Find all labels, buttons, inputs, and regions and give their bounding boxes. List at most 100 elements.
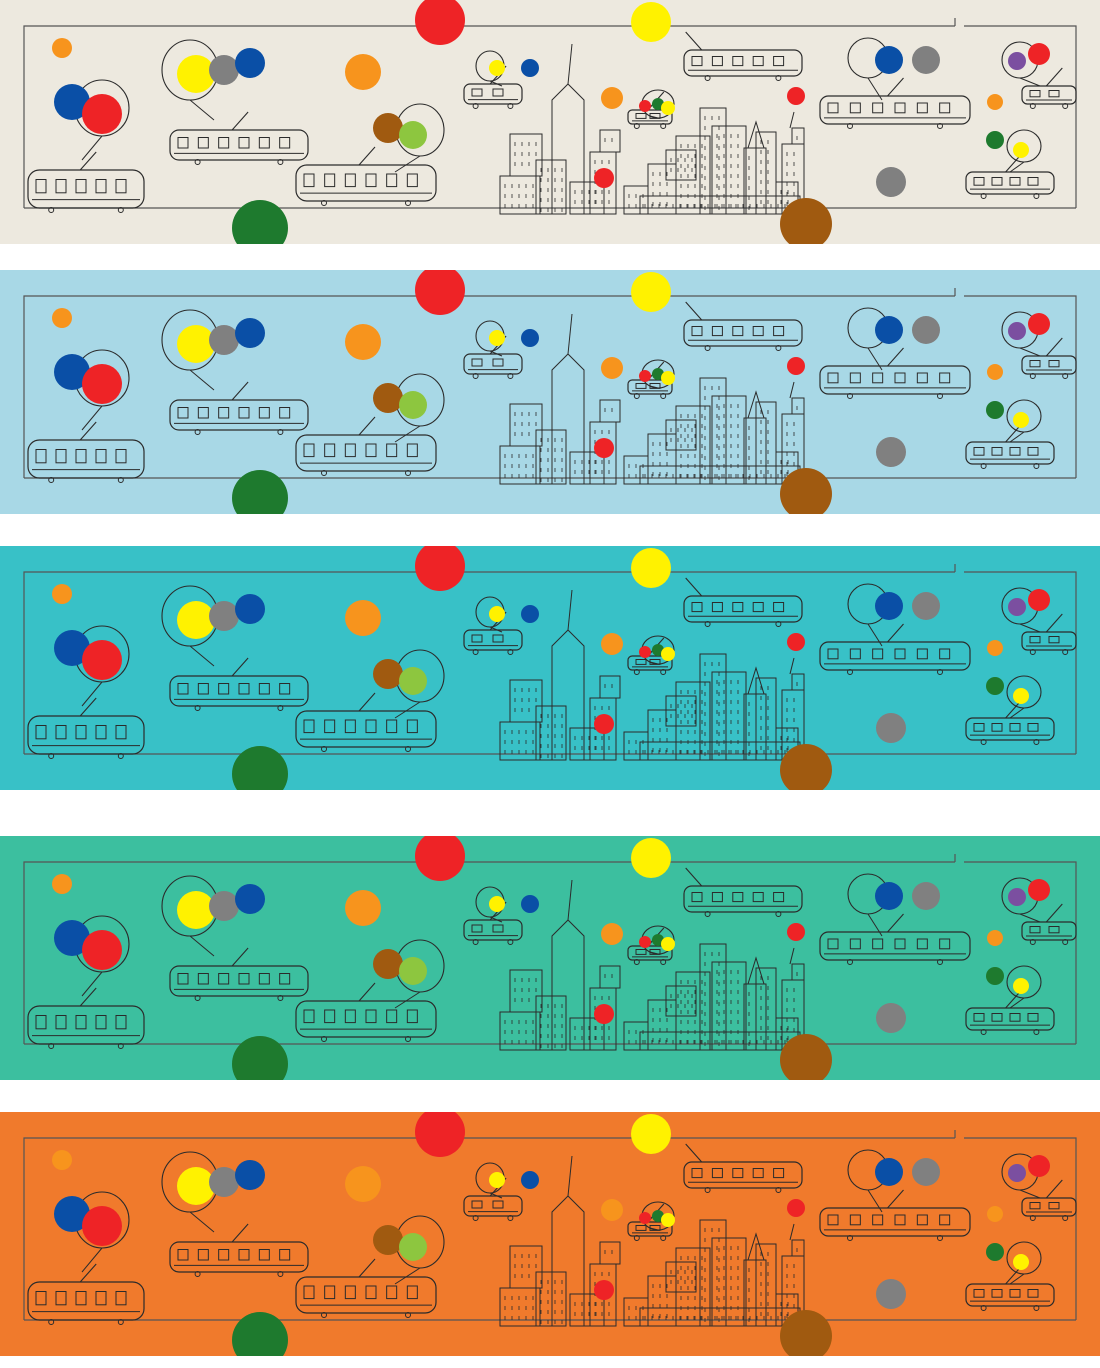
yellow-dot — [631, 838, 671, 878]
illustration — [0, 0, 1100, 244]
trolley-car — [169, 381, 309, 435]
lime-dot — [399, 957, 427, 985]
trolley-car — [27, 151, 145, 213]
red-dot — [787, 923, 805, 941]
orange-dot — [601, 923, 623, 945]
trolley-car — [819, 913, 971, 965]
trolley-car — [295, 1258, 437, 1318]
yellow-dot — [489, 606, 505, 622]
red-dot — [639, 646, 651, 658]
red-dot — [82, 640, 122, 680]
red-dot — [1028, 313, 1050, 335]
panel-sky — [0, 270, 1100, 514]
orange-dot — [601, 1199, 623, 1221]
purple-dot — [1008, 1164, 1026, 1182]
red-dot — [415, 836, 465, 881]
trolley-car — [965, 1265, 1055, 1311]
trolley-car — [1021, 613, 1077, 655]
trolley-car — [683, 577, 803, 627]
red-dot — [594, 438, 614, 458]
lime-dot — [399, 667, 427, 695]
blue-dot — [521, 1171, 539, 1189]
brown-dot — [780, 468, 832, 514]
yellow-dot — [1013, 688, 1029, 704]
red-dot — [1028, 1155, 1050, 1177]
yellow-dot — [631, 2, 671, 42]
green-dot — [652, 98, 664, 110]
brown-dot — [780, 1034, 832, 1080]
brown-dot — [780, 198, 832, 244]
orange-dot — [345, 890, 381, 926]
blue-dot — [875, 46, 903, 74]
gray-dot — [209, 601, 239, 631]
brown-dot — [373, 383, 403, 413]
red-dot — [594, 714, 614, 734]
yellow-dot — [489, 60, 505, 76]
balloon — [1006, 129, 1042, 173]
panel-teal — [0, 546, 1100, 790]
gray-dot — [209, 325, 239, 355]
green-dot — [986, 1243, 1004, 1261]
red-dot — [415, 0, 465, 45]
red-dot — [82, 930, 122, 970]
trolley-car — [819, 623, 971, 675]
green-dot — [652, 368, 664, 380]
green-dot — [986, 131, 1004, 149]
gray-dot — [209, 891, 239, 921]
red-dot — [639, 1212, 651, 1224]
orange-dot — [52, 584, 72, 604]
red-dot — [415, 1112, 465, 1157]
yellow-dot — [177, 55, 215, 93]
gray-dot — [912, 316, 940, 344]
trolley-car — [295, 982, 437, 1042]
yellow-dot — [1013, 978, 1029, 994]
brown-dot — [780, 1310, 832, 1356]
gray-dot — [912, 46, 940, 74]
trolley-car — [1021, 337, 1077, 379]
green-dot — [232, 200, 288, 244]
yellow-dot — [489, 330, 505, 346]
yellow-dot — [661, 371, 675, 385]
trolley-car — [819, 347, 971, 399]
gray-dot — [912, 592, 940, 620]
orange-dot — [601, 357, 623, 379]
trolley-car — [27, 987, 145, 1049]
blue-dot — [54, 1196, 90, 1232]
blue-dot — [235, 1160, 265, 1190]
city-skyline — [499, 43, 805, 215]
red-dot — [82, 94, 122, 134]
yellow-dot — [631, 548, 671, 588]
trolley-car — [295, 146, 437, 206]
trolley-car — [295, 416, 437, 476]
red-dot — [1028, 589, 1050, 611]
red-dot — [594, 1280, 614, 1300]
gray-dot — [209, 55, 239, 85]
yellow-dot — [1013, 1254, 1029, 1270]
orange-dot — [987, 1206, 1003, 1222]
trolley-car — [683, 31, 803, 81]
trolley-car — [683, 1143, 803, 1193]
yellow-dot — [631, 1114, 671, 1154]
illustration — [0, 836, 1100, 1080]
orange-dot — [52, 38, 72, 58]
trolley-car — [169, 111, 309, 165]
yellow-dot — [489, 1172, 505, 1188]
panel-cream — [0, 0, 1100, 244]
gray-dot — [876, 713, 906, 743]
trolley-car — [819, 77, 971, 129]
gray-dot — [876, 1279, 906, 1309]
yellow-dot — [1013, 142, 1029, 158]
blue-dot — [235, 318, 265, 348]
yellow-dot — [661, 647, 675, 661]
yellow-dot — [1013, 412, 1029, 428]
green-dot — [232, 1312, 288, 1356]
red-dot — [787, 633, 805, 651]
city-skyline — [499, 589, 805, 761]
yellow-dot — [177, 325, 215, 363]
orange-dot — [345, 54, 381, 90]
lime-dot — [399, 391, 427, 419]
blue-dot — [54, 354, 90, 390]
blue-dot — [521, 329, 539, 347]
trolley-car — [169, 1223, 309, 1277]
trolley-car — [1021, 903, 1077, 945]
